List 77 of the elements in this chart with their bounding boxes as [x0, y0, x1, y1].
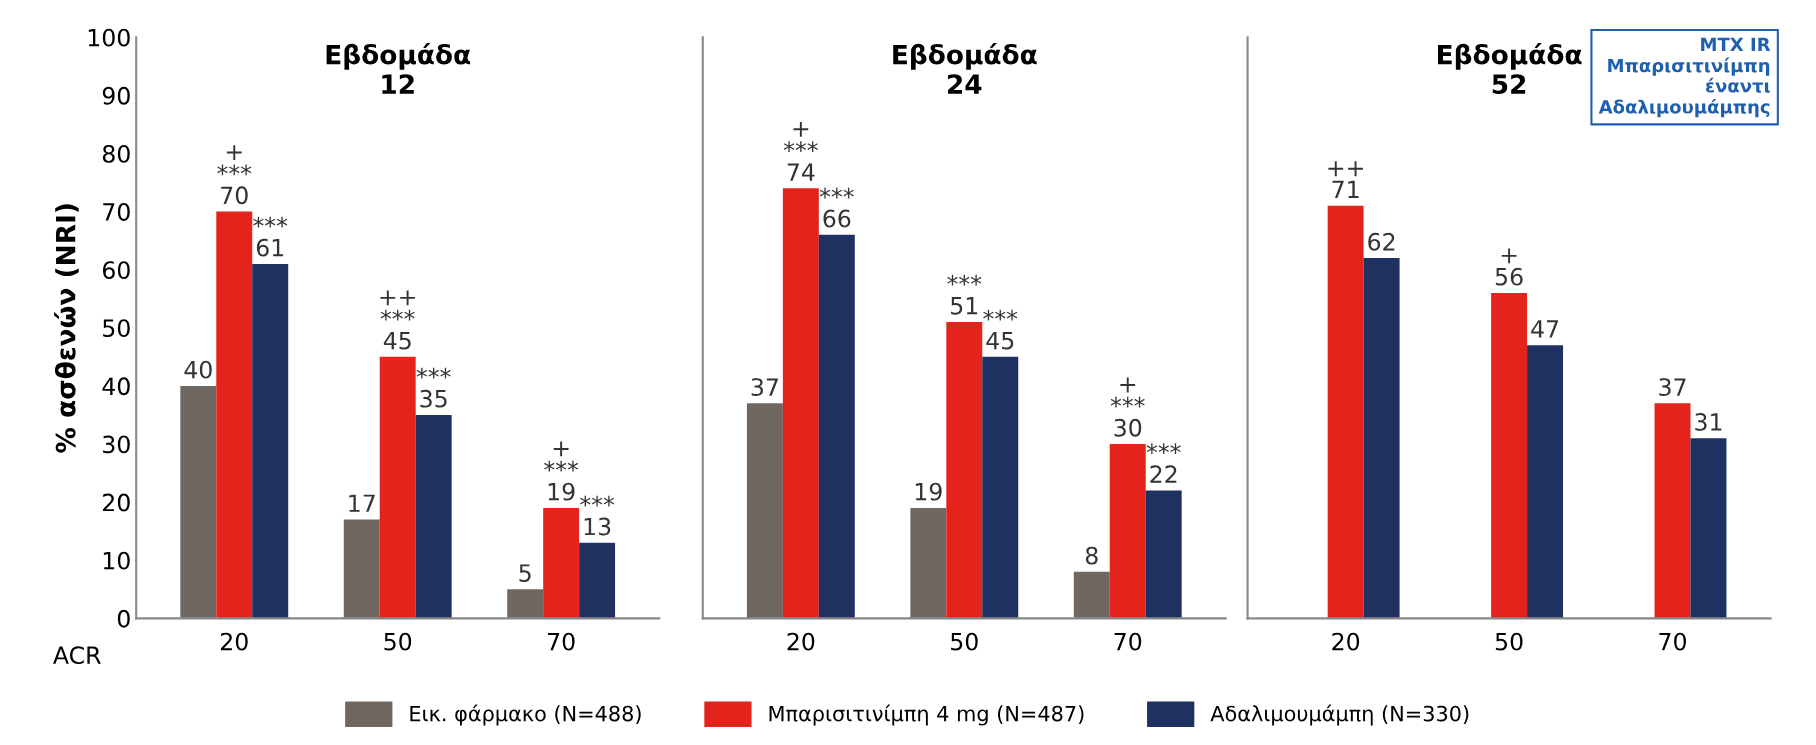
- x-tick-label: 50: [951, 632, 978, 651]
- data-label: 40: [184, 360, 212, 379]
- bar: [180, 385, 217, 619]
- x-tick-label: 50: [1495, 632, 1523, 651]
- data-label: + 56: [1495, 248, 1523, 286]
- y-tick-label: 60: [102, 261, 130, 279]
- data-label: 5: [519, 564, 531, 582]
- x-tick-label: 70: [548, 632, 575, 651]
- bar: [1491, 292, 1528, 619]
- x-tick-label: 20: [1332, 632, 1360, 651]
- bar: [782, 188, 819, 619]
- bar: [746, 403, 783, 619]
- data-label: ++ 71: [1328, 161, 1363, 199]
- text: Εβδομάδα 12: [326, 43, 471, 94]
- text: Εβδομάδα 24: [893, 43, 1037, 94]
- data-label: + *** 19: [544, 441, 579, 501]
- bar: [1654, 403, 1691, 619]
- data-label: 62: [1368, 232, 1395, 251]
- bar: [1363, 258, 1400, 619]
- data-label: 31: [1695, 413, 1722, 431]
- bar: [343, 519, 380, 619]
- bar: [379, 356, 416, 619]
- data-label: + *** 30: [1110, 377, 1145, 437]
- data-label: ++ *** 45: [380, 290, 415, 350]
- bar: [543, 507, 580, 619]
- data-label: *** 45: [983, 309, 1018, 350]
- data-label: 37: [1659, 378, 1686, 396]
- bar: [1690, 438, 1727, 619]
- x-tick-label: 50: [384, 632, 412, 651]
- data-label: 37: [751, 378, 778, 396]
- bar: [1109, 444, 1146, 619]
- bar: [1073, 571, 1110, 619]
- x-tick-label: 20: [220, 632, 248, 651]
- x-axis-title: ACR: [53, 646, 101, 665]
- data-label: *** 61: [253, 216, 288, 257]
- bar: [252, 263, 289, 619]
- data-label: *** 13: [580, 495, 615, 536]
- bar: [1327, 205, 1364, 619]
- bar: [579, 542, 616, 619]
- y-tick-label: 80: [102, 144, 130, 163]
- bar: [1145, 490, 1182, 619]
- annotation: MTX IR Μπαρισιτινίμπη έναντι Αδαλιμουμάμπης: [1598, 37, 1771, 118]
- bar: [982, 356, 1019, 619]
- data-label: 47: [1531, 320, 1559, 338]
- legend-label: Μπαρισιτινίμπη 4 mg (N=487): [769, 704, 1084, 726]
- bar: [818, 234, 855, 619]
- bar: [507, 589, 544, 619]
- y-tick-label: 70: [103, 203, 130, 221]
- data-label: 17: [349, 494, 375, 512]
- data-label: + *** 74: [783, 121, 818, 181]
- legend-label: Εικ. φάρμακο (N=488): [410, 704, 641, 726]
- bar: [1527, 345, 1564, 619]
- y-tick-label: 10: [103, 551, 130, 570]
- data-label: *** 66: [819, 187, 854, 228]
- y-tick-label: 0: [117, 609, 130, 628]
- y-tick-label: 40: [102, 377, 130, 396]
- data-label: *** 35: [416, 367, 451, 408]
- y-tick-label: 30: [103, 435, 130, 454]
- data-label: 19: [915, 482, 942, 501]
- data-label: *** 22: [1146, 443, 1181, 483]
- x-tick-label: 70: [1114, 632, 1142, 651]
- x-tick-label: 20: [787, 632, 815, 651]
- y-tick-label: 90: [102, 86, 130, 105]
- x-tick-label: 70: [1659, 632, 1686, 651]
- y-tick-label: 50: [103, 319, 130, 338]
- bar: [910, 507, 947, 619]
- y-tick-label: 20: [103, 493, 130, 512]
- data-label: + *** 70: [217, 145, 252, 205]
- data-label: 8: [1085, 546, 1098, 565]
- bar: [946, 321, 983, 619]
- y-tick-label: 100: [88, 28, 130, 47]
- bar: [415, 414, 452, 619]
- text: Εβδομάδα 52: [1438, 43, 1582, 95]
- y-axis-title: % ασθενών (NRI): [54, 204, 79, 453]
- bar: [216, 211, 253, 619]
- data-label: *** 51: [947, 274, 982, 315]
- legend-label: Αδαλιμουμάμπη (N=330): [1210, 704, 1469, 726]
